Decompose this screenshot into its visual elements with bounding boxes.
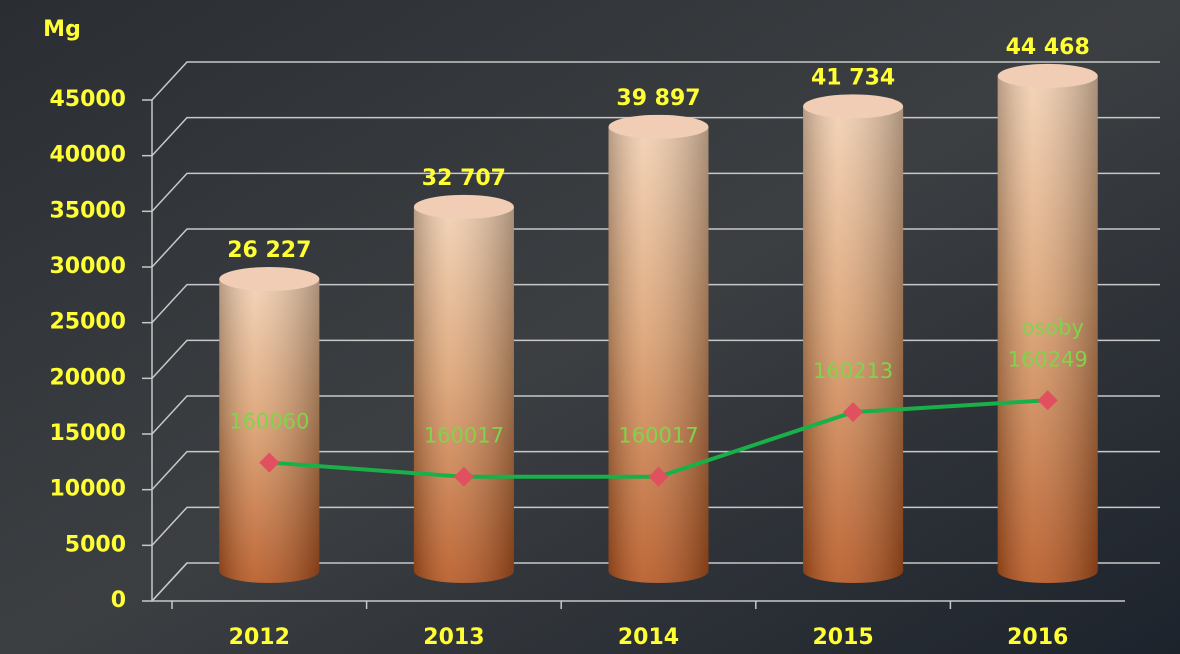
line-label: 160060 bbox=[229, 410, 309, 434]
x-tick-label: 2014 bbox=[618, 625, 679, 650]
bar-cap bbox=[219, 267, 320, 292]
y-tick-label: 30000 bbox=[49, 254, 126, 279]
bar bbox=[413, 194, 514, 583]
y-tick-label: 15000 bbox=[49, 421, 126, 446]
line-label: 160017 bbox=[618, 424, 698, 448]
value-label: 26 227 bbox=[227, 238, 311, 263]
marker bbox=[843, 402, 864, 423]
line-label: 160017 bbox=[424, 424, 504, 448]
marker bbox=[453, 466, 474, 487]
line-label: 160249 bbox=[1008, 347, 1088, 371]
x-tick-label: 2015 bbox=[812, 625, 873, 650]
bar-shade bbox=[219, 279, 320, 583]
bar bbox=[608, 114, 709, 583]
series-label: osoby bbox=[1021, 315, 1083, 339]
x-tick-label: 2013 bbox=[423, 625, 484, 650]
grid-line bbox=[151, 61, 1160, 101]
bar-shade bbox=[803, 106, 904, 584]
bar-shade bbox=[413, 206, 514, 583]
x-tick-label: 2012 bbox=[229, 625, 290, 650]
value-label: 32 707 bbox=[422, 166, 506, 191]
value-label: 41 734 bbox=[811, 65, 895, 90]
value-label: 39 897 bbox=[616, 86, 700, 111]
bar-cap bbox=[413, 194, 514, 219]
marker bbox=[1037, 390, 1058, 411]
marker bbox=[259, 452, 280, 473]
bar bbox=[219, 267, 320, 583]
y-tick-label: 20000 bbox=[49, 365, 126, 390]
bar-shade bbox=[997, 75, 1098, 583]
bar-cap bbox=[997, 63, 1098, 88]
y-tick-label: 40000 bbox=[49, 143, 126, 168]
x-tick-label: 2016 bbox=[1007, 625, 1068, 650]
bar bbox=[803, 94, 904, 584]
bar-cap bbox=[608, 114, 709, 139]
bar-shade bbox=[608, 126, 709, 583]
bar-cap bbox=[803, 94, 904, 119]
y-tick-label: 0 bbox=[111, 588, 126, 613]
y-tick-label: 10000 bbox=[49, 477, 126, 502]
value-label: 44 468 bbox=[1006, 35, 1090, 60]
y-tick-label: 5000 bbox=[65, 532, 126, 557]
y-tick-label: 45000 bbox=[49, 87, 126, 112]
line-label: 160213 bbox=[813, 359, 893, 383]
bar bbox=[997, 63, 1098, 583]
y-axis-label: Mg bbox=[43, 17, 81, 42]
marker bbox=[648, 466, 669, 487]
y-tick-label: 25000 bbox=[49, 310, 126, 335]
y-tick-label: 35000 bbox=[49, 198, 126, 223]
